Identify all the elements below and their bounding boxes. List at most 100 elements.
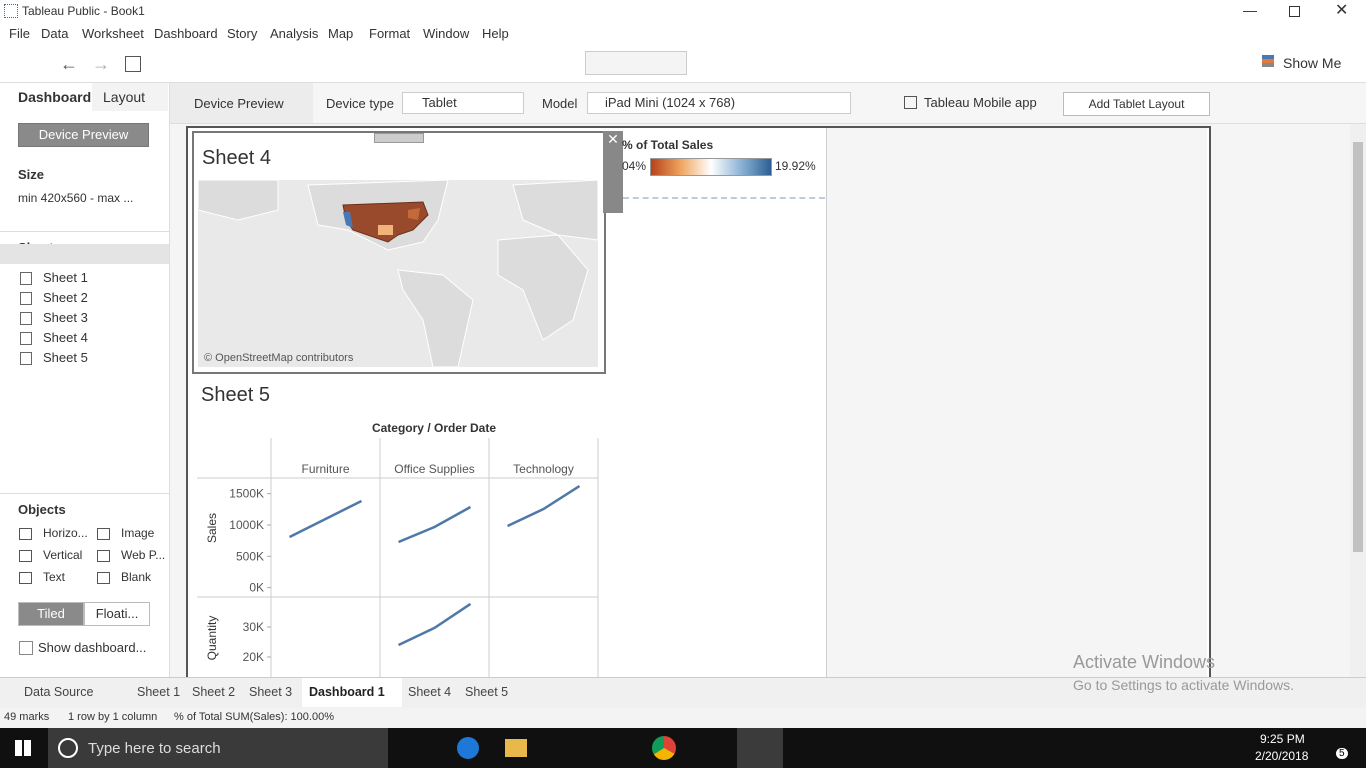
add-layout[interactable]: Add Tablet Layout	[1063, 92, 1210, 116]
sheet-item[interactable]: Sheet 1	[43, 270, 88, 285]
line	[398, 505, 472, 544]
minimize[interactable]: —	[1243, 2, 1257, 18]
object-icon	[97, 528, 110, 540]
sheet-item[interactable]: Sheet 2	[43, 290, 88, 305]
map	[198, 180, 598, 367]
menu-item[interactable]: Analysis	[270, 26, 319, 41]
menu-item[interactable]: Help	[482, 26, 509, 41]
checkbox[interactable]	[904, 96, 917, 109]
sheet-icon	[20, 292, 32, 305]
show-me[interactable]: Show Me	[1283, 55, 1342, 71]
menu-item[interactable]: Format	[369, 26, 411, 41]
object-icon	[19, 572, 32, 584]
left-panel: Dashboard Layout Device Preview Size min…	[0, 83, 170, 677]
zone-tools[interactable]: ✕	[603, 131, 623, 213]
legend-title: % of Total Sales	[622, 138, 714, 152]
show-dashboard[interactable]: Show dashboard...	[38, 640, 147, 655]
axis-title: Sales	[205, 513, 219, 543]
object-item[interactable]: Blank	[121, 570, 152, 584]
app-icon	[4, 4, 18, 18]
selected-row	[0, 244, 169, 264]
sheet-icon	[20, 352, 32, 365]
column-header: Furniture	[301, 462, 349, 476]
object-icon	[97, 550, 110, 562]
watermark-subtitle: Go to Settings to activate Windows.	[1073, 677, 1294, 693]
device-type[interactable]: Tablet	[422, 95, 457, 110]
y-tick-label: 0K	[249, 581, 264, 595]
status-item: % of Total SUM(Sales): 100.00%	[174, 711, 334, 723]
menu-item[interactable]: Map	[328, 26, 354, 41]
device-preview-label: Device Preview	[194, 96, 284, 111]
show-me-icon	[1262, 55, 1274, 67]
object-item[interactable]: Text	[43, 570, 66, 584]
object-icon	[19, 528, 32, 540]
y-tick-label: 1500K	[229, 487, 264, 501]
start[interactable]	[15, 740, 31, 756]
legend-max: 19.92%	[775, 159, 816, 173]
floating-button[interactable]: Floati...	[84, 602, 150, 626]
maximize[interactable]	[1289, 6, 1300, 17]
sheet5-chart: Category / Order Date Furniture Office Sup…	[197, 421, 599, 677]
menu-item[interactable]: File	[9, 26, 30, 41]
object-icon	[97, 572, 110, 584]
device-preview-button[interactable]: Device Preview	[18, 123, 149, 147]
line	[506, 484, 581, 528]
close[interactable]: ✕	[1335, 2, 1349, 19]
notifications[interactable]: 5	[1336, 748, 1348, 759]
checkbox[interactable]	[19, 641, 33, 655]
y-tick-label: 30K	[243, 620, 264, 634]
object-item[interactable]: Horizo...	[43, 526, 88, 540]
sheet-icon	[20, 272, 32, 285]
toolbar: ← → Show Me	[0, 46, 1366, 83]
tab[interactable]: Data Source	[24, 685, 94, 699]
status-item: 1 row by 1 column	[68, 711, 158, 723]
sheet-item[interactable]: Sheet 4	[43, 330, 88, 345]
tab[interactable]: Sheet 2	[192, 685, 236, 699]
tiled-button[interactable]: Tiled	[18, 602, 84, 626]
tab[interactable]: Sheet 1	[137, 685, 181, 699]
menu-item[interactable]: Worksheet	[82, 26, 144, 41]
menu-item[interactable]: Story	[227, 26, 258, 41]
y-tick-label: 1000K	[229, 518, 264, 532]
size-heading: Size	[18, 167, 45, 182]
title-bar: Tableau Public - Book1 — ✕	[0, 0, 1366, 22]
menu-item[interactable]: Window	[423, 26, 470, 41]
dropdown[interactable]	[585, 51, 687, 75]
tab[interactable]: Sheet 4	[408, 685, 452, 699]
y-tick-label: 500K	[236, 549, 264, 563]
sheet-item[interactable]: Sheet 3	[43, 310, 88, 325]
panel-tab[interactable]: Layout	[103, 89, 146, 105]
sheet-item[interactable]: Sheet 5	[43, 350, 88, 365]
object-item[interactable]: Vertical	[43, 548, 83, 562]
object-icon	[19, 550, 32, 562]
object-item[interactable]: Image	[121, 526, 155, 540]
search[interactable]: Type here to search	[88, 740, 221, 757]
menu-item[interactable]: Dashboard	[154, 26, 218, 41]
clock-time: 9:25 PM	[1260, 732, 1305, 746]
watermark-title: Activate Windows	[1073, 652, 1216, 672]
size-value[interactable]: min 420x560 - max ...	[18, 191, 134, 205]
mobile-app[interactable]: Tableau Mobile app	[924, 95, 1037, 110]
tab-bar	[0, 677, 1366, 708]
object-item[interactable]: Web P...	[121, 548, 166, 562]
active-tab	[302, 678, 402, 707]
sheet4-zone: Sheet 4 © OpenStreetMap contributors	[192, 131, 606, 374]
save[interactable]	[125, 56, 141, 72]
line	[397, 602, 472, 647]
sheet-icon	[20, 332, 32, 345]
column-header: Office Supplies	[394, 462, 475, 476]
model-label: Model	[542, 96, 578, 111]
objects-heading: Objects	[18, 502, 66, 517]
forward[interactable]: →	[92, 54, 110, 74]
color-ramp	[650, 158, 772, 176]
panel-tab[interactable]: Dashboard	[18, 89, 92, 105]
status-item: 49 marks	[4, 711, 50, 723]
sheet-icon	[20, 312, 32, 325]
tab[interactable]: Sheet 3	[249, 685, 293, 699]
back[interactable]: ←	[60, 54, 78, 74]
tab[interactable]: Dashboard 1	[309, 685, 385, 699]
model[interactable]: iPad Mini (1024 x 768)	[605, 95, 736, 110]
menu-item[interactable]: Data	[41, 26, 69, 41]
tab[interactable]: Sheet 5	[465, 685, 509, 699]
